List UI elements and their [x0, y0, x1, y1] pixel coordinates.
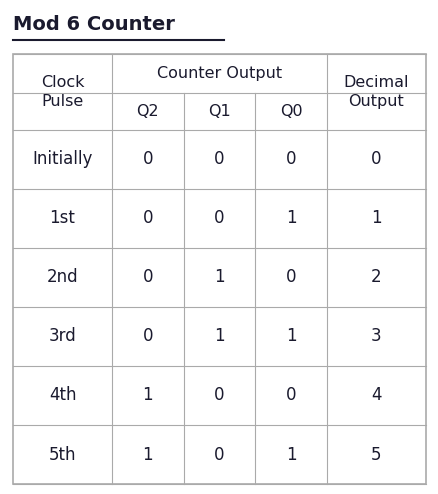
Text: 1: 1 — [371, 209, 381, 227]
Text: Q1: Q1 — [208, 104, 230, 119]
Text: Q0: Q0 — [279, 104, 302, 119]
Text: 2nd: 2nd — [46, 268, 78, 287]
Text: Q2: Q2 — [136, 104, 159, 119]
Text: 0: 0 — [214, 386, 224, 405]
Text: Initially: Initially — [32, 150, 92, 168]
Text: 1: 1 — [142, 386, 153, 405]
Text: 0: 0 — [142, 209, 152, 227]
Text: 4th: 4th — [49, 386, 76, 405]
Text: 0: 0 — [214, 446, 224, 463]
Text: 0: 0 — [142, 328, 152, 345]
Text: 0: 0 — [214, 150, 224, 168]
Text: Counter Output: Counter Output — [156, 66, 282, 82]
Text: 1: 1 — [285, 446, 296, 463]
Text: 4: 4 — [371, 386, 381, 405]
Text: 2: 2 — [371, 268, 381, 287]
Text: 1: 1 — [142, 446, 153, 463]
Text: 1: 1 — [285, 209, 296, 227]
Text: Mod 6 Counter: Mod 6 Counter — [13, 15, 175, 34]
Text: Decimal
Output: Decimal Output — [343, 75, 408, 109]
Text: 0: 0 — [286, 268, 296, 287]
Text: 1st: 1st — [49, 209, 75, 227]
Text: 1: 1 — [214, 328, 224, 345]
Text: 5: 5 — [371, 446, 381, 463]
Text: 1: 1 — [214, 268, 224, 287]
Text: 3rd: 3rd — [49, 328, 76, 345]
Text: 0: 0 — [286, 386, 296, 405]
Text: 0: 0 — [286, 150, 296, 168]
Text: 0: 0 — [142, 150, 152, 168]
Text: 5th: 5th — [49, 446, 76, 463]
Text: Clock
Pulse: Clock Pulse — [41, 75, 84, 109]
Text: 0: 0 — [371, 150, 381, 168]
Text: 1: 1 — [285, 328, 296, 345]
Text: 0: 0 — [214, 209, 224, 227]
Text: 3: 3 — [371, 328, 381, 345]
Text: 0: 0 — [142, 268, 152, 287]
